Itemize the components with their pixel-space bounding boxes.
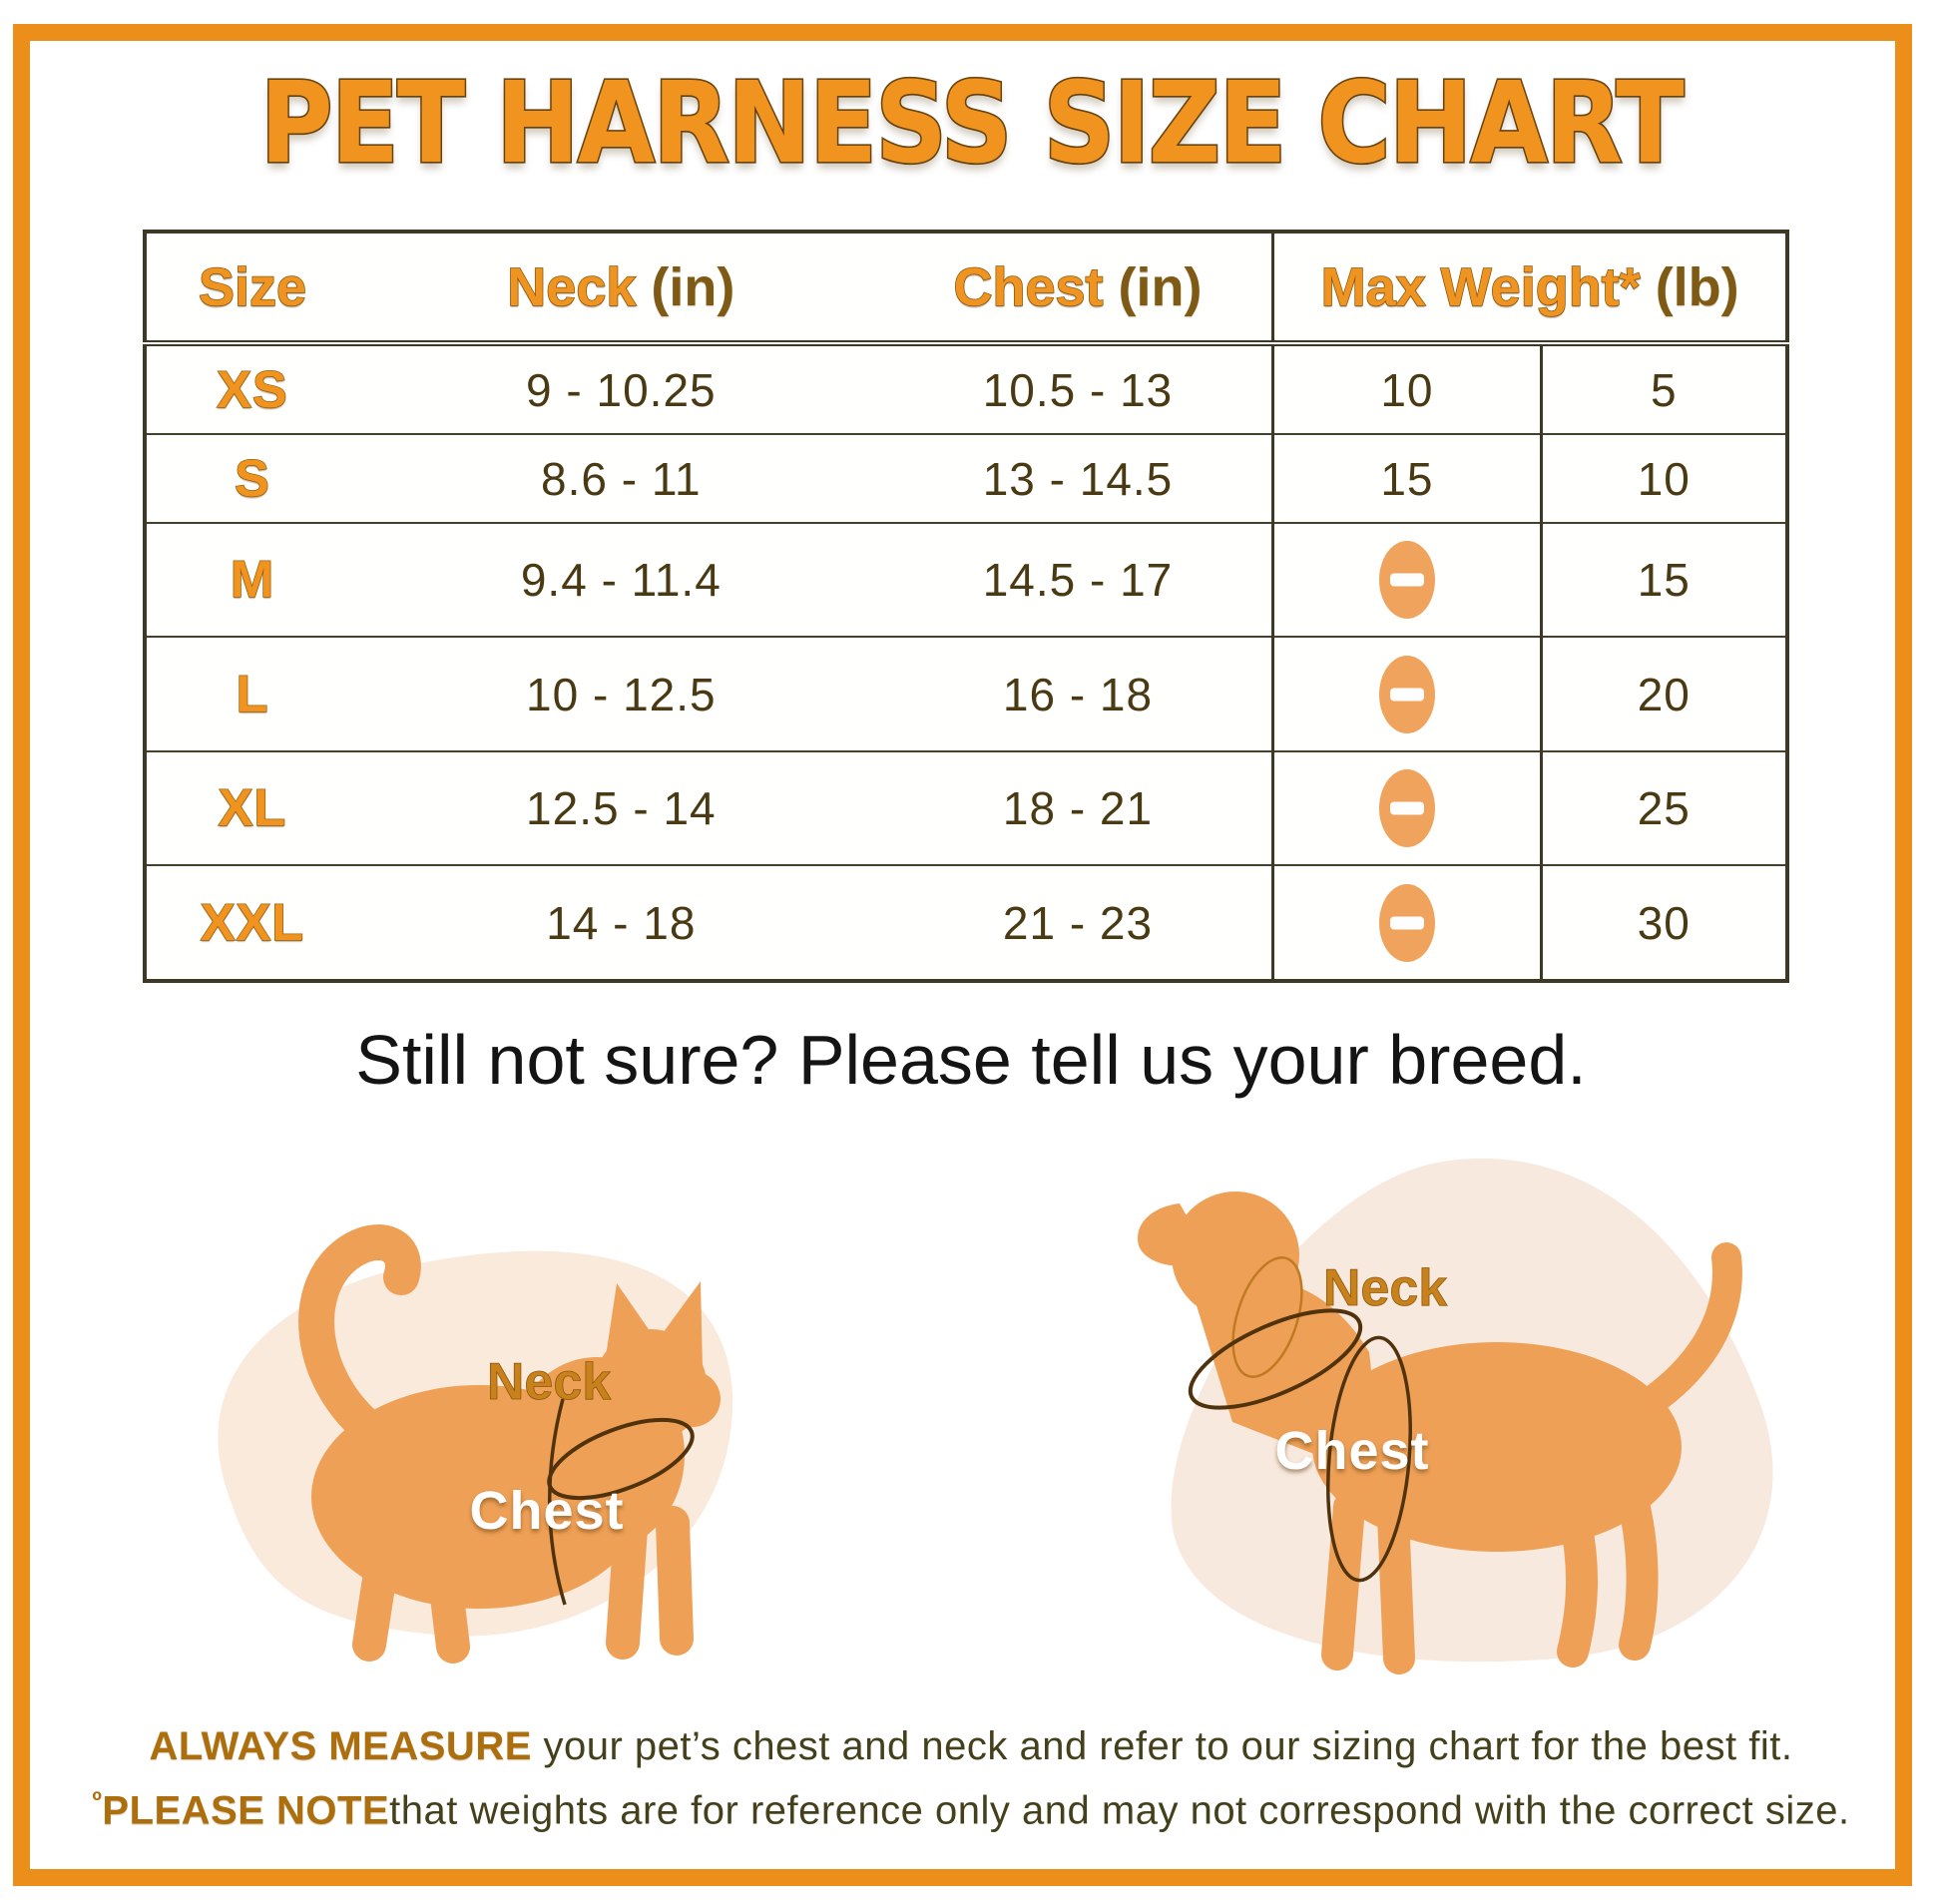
neck-range-cell: 8.6 - 11: [357, 433, 884, 524]
table-header-row: Size Neck (in) Chest (in) Max Weight* (l…: [145, 232, 1787, 346]
cat-neck-label: Neck: [487, 1353, 611, 1411]
footer-note-measure: ALWAYS MEASURE your pet’s chest and neck…: [0, 1724, 1942, 1769]
footer-bold-always-measure: ALWAYS MEASURE: [149, 1724, 532, 1768]
max-weight-dog-cell: 10: [1539, 433, 1787, 524]
cat-chest-label: Chest: [469, 1481, 624, 1541]
size-label: S: [234, 449, 270, 509]
size-cell: S: [145, 433, 358, 524]
max-weight-cat-cell: 15: [1271, 433, 1542, 524]
footer-bold-please-note: PLEASE NOTE: [102, 1788, 390, 1833]
neck-range-cell: 14 - 18: [357, 864, 884, 981]
max-weight-cat-cell: [1271, 522, 1542, 638]
table-row: XL 12.5 - 14 18 - 21 25: [145, 749, 1787, 866]
size-label: XS: [217, 360, 288, 420]
size-cell: XL: [145, 749, 358, 866]
page-title: PET HARNESS SIZE CHART: [258, 56, 1686, 190]
footer-text-measure: your pet’s chest and neck and refer to o…: [531, 1724, 1793, 1768]
max-weight-dog-cell: 25: [1539, 749, 1787, 866]
size-label: XL: [218, 778, 287, 838]
dog-chest-measure-loop: [1326, 1335, 1412, 1583]
neck-range-cell: 12.5 - 14: [357, 749, 884, 866]
col-header-neck: Neck (in): [357, 232, 884, 346]
max-weight-cat-cell: [1271, 636, 1542, 751]
chest-range-cell: 21 - 23: [883, 864, 1273, 981]
max-weight-dog-cell: 30: [1539, 864, 1787, 981]
table-row: M 9.4 - 11.4 14.5 - 17 15: [145, 522, 1787, 638]
dog-silhouette: [1138, 1191, 1742, 1674]
neck-range-cell: 9 - 10.25: [357, 341, 884, 435]
footnote-marker: º: [92, 1785, 103, 1815]
cat-silhouette: [298, 1224, 721, 1664]
max-weight-dog-cell: 20: [1539, 636, 1787, 751]
size-cell: M: [145, 522, 358, 638]
dog-neck-measure-loop: [1188, 1308, 1363, 1410]
minus-icon: [1378, 769, 1435, 847]
dog-measurement-diagram: Neck Chest: [1018, 1108, 1816, 1696]
chest-range-cell: 14.5 - 17: [883, 522, 1273, 638]
max-weight-dog-cell: 15: [1539, 522, 1787, 638]
size-table-body: XS 9 - 10.25 10.5 - 13 10 5 S 8.6 - 11 1…: [145, 341, 1787, 981]
footer-text-weights: that weights are for reference only and …: [389, 1788, 1850, 1833]
dog-neck-label: Neck: [1323, 1259, 1447, 1317]
chest-range-cell: 13 - 14.5: [883, 433, 1273, 524]
size-label: M: [230, 551, 275, 611]
subtitle-text: Still not sure? Please tell us your bree…: [355, 1021, 1587, 1099]
col-header-max-weight: Max Weight* (lb): [1271, 232, 1787, 346]
table-row: S 8.6 - 11 13 - 14.5 15 10: [145, 433, 1787, 524]
chest-range-cell: 10.5 - 13: [883, 341, 1273, 435]
minus-icon: [1378, 655, 1435, 733]
table-row: XS 9 - 10.25 10.5 - 13 10 5: [145, 341, 1787, 435]
footer-note-weights: ºPLEASE NOTEthat weights are for referen…: [0, 1785, 1942, 1833]
size-label: L: [236, 665, 269, 724]
dog-chest-label: Chest: [1274, 1421, 1429, 1481]
table-row: XXL 14 - 18 21 - 23 30: [145, 864, 1787, 981]
size-cell: L: [145, 636, 358, 751]
col-header-chest: Chest (in): [883, 232, 1273, 346]
table-row: L 10 - 12.5 16 - 18 20: [145, 636, 1787, 751]
max-weight-cat-cell: [1271, 864, 1542, 981]
minus-icon: [1378, 883, 1435, 962]
size-chart-table: Size Neck (in) Chest (in) Max Weight* (l…: [143, 230, 1789, 983]
cat-measurement-diagram: Neck Chest: [150, 1138, 868, 1676]
cat-chest-measure-line: [548, 1398, 567, 1606]
size-cell: XS: [145, 341, 358, 435]
neck-range-cell: 9.4 - 11.4: [357, 522, 884, 638]
max-weight-cat-cell: 10: [1271, 341, 1542, 435]
chest-range-cell: 18 - 21: [883, 749, 1273, 866]
col-header-size: Size: [145, 232, 358, 346]
size-cell: XXL: [145, 864, 358, 981]
max-weight-dog-cell: 5: [1539, 341, 1787, 435]
max-weight-cat-cell: [1271, 749, 1542, 866]
neck-range-cell: 10 - 12.5: [357, 636, 884, 751]
footer-notes: ALWAYS MEASURE your pet’s chest and neck…: [0, 1724, 1942, 1849]
minus-icon: [1378, 541, 1435, 620]
chest-range-cell: 16 - 18: [883, 636, 1273, 751]
size-label: XXL: [200, 893, 305, 953]
